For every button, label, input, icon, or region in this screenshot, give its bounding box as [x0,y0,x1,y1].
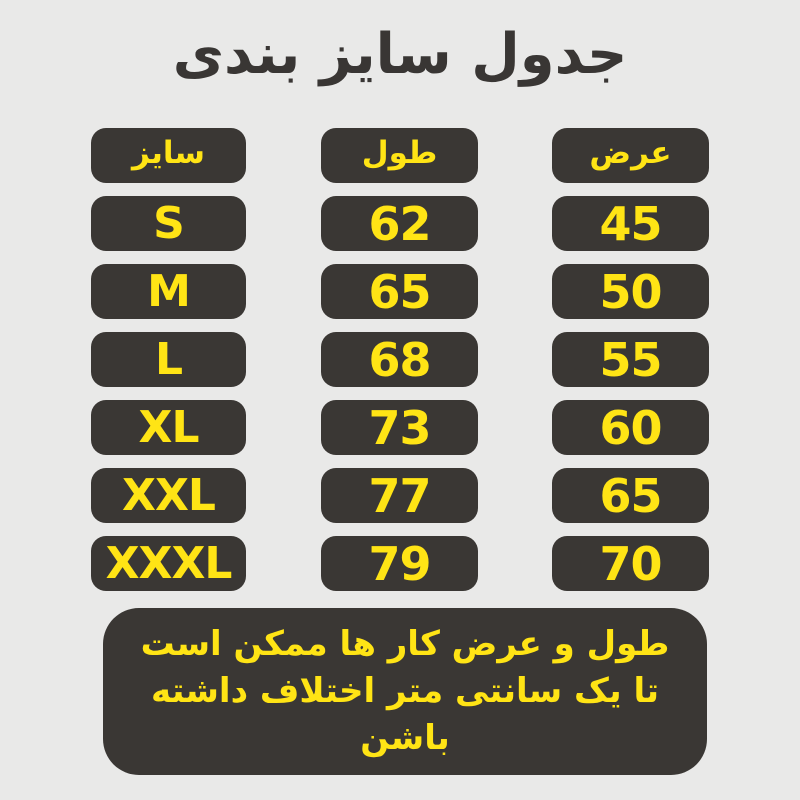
table-row: XL 73 60 [0,400,800,455]
cell-length: 79 [321,536,478,591]
header-cell-width: عرض [552,128,709,183]
header-cell-length: طول [321,128,478,183]
cell-size: XXXL [91,536,246,591]
page-title: جدول سایز بندی [172,22,628,87]
cell-width: 70 [552,536,709,591]
cell-width: 60 [552,400,709,455]
note-line-1: طول و عرض کار ها ممکن است [140,624,670,665]
cell-size: XXL [91,468,246,523]
table-header-row: سایز طول عرض [0,128,800,183]
cell-length: 62 [321,196,478,251]
table-row: M 65 50 [0,264,800,319]
table-row: S 62 45 [0,196,800,251]
cell-size: XL [91,400,246,455]
cell-width: 55 [552,332,709,387]
cell-length: 77 [321,468,478,523]
note-line-2: تا یک سانتی متر اختلاف داشته باشن [150,671,659,758]
cell-length: 68 [321,332,478,387]
note-box: طول و عرض کار ها ممکن است تا یک سانتی مت… [103,608,707,775]
cell-width: 50 [552,264,709,319]
header-cell-size: سایز [91,128,246,183]
cell-length: 65 [321,264,478,319]
cell-size: S [91,196,246,251]
cell-width: 65 [552,468,709,523]
cell-size: M [91,264,246,319]
cell-width: 45 [552,196,709,251]
table-row: XXL 77 65 [0,468,800,523]
table-row: L 68 55 [0,332,800,387]
cell-length: 73 [321,400,478,455]
table-row: XXXL 79 70 [0,536,800,591]
size-table: سایز طول عرض S 62 45 M 65 50 L 68 55 XL … [0,128,800,591]
cell-size: L [91,332,246,387]
